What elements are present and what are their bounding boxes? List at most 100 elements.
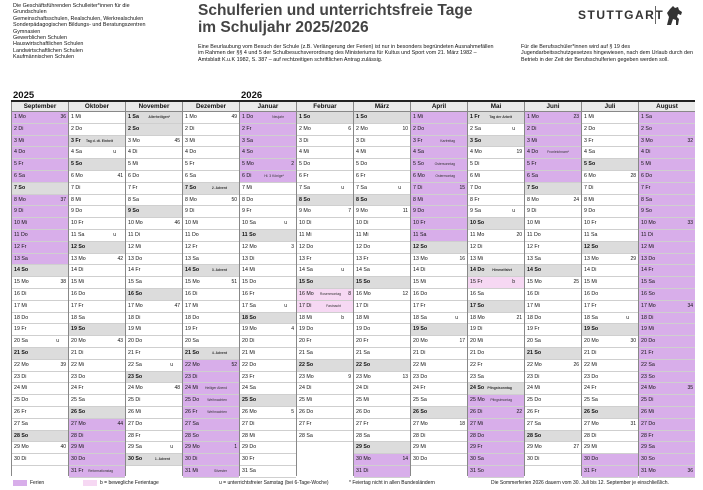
day-label: 26 Mo: [242, 408, 257, 415]
day-label: 13 Do: [128, 255, 143, 262]
day-cell: 17 Mo 34: [639, 300, 695, 313]
day-cell: 10 So: [468, 218, 524, 230]
week-number: 14: [402, 456, 408, 463]
day-label: 10 Fr: [71, 220, 84, 227]
day-cell: 28 So: [183, 430, 239, 443]
day-label: 26 So: [71, 408, 86, 415]
day-label: 6 Mi: [470, 172, 481, 179]
week-number: 16: [459, 255, 465, 262]
day-label: 18 Mo: [470, 314, 485, 321]
day-cell: 25 So: [240, 395, 296, 407]
day-cell: 20 Di: [240, 336, 296, 348]
day-cell: 12 Mi: [126, 242, 182, 254]
month-name: Dezember: [183, 102, 239, 112]
day-cell: 29 Mo 1: [183, 442, 239, 455]
logo-divider: [655, 6, 656, 24]
day-cell: 26 Do: [354, 407, 410, 419]
day-label: 22 Mo: [14, 361, 29, 368]
day-cell: 2 So: [639, 123, 695, 136]
day-cell: 7 Mi: [240, 183, 296, 195]
day-label: 24 Fr: [584, 385, 597, 392]
day-cell: 12 So: [69, 241, 125, 254]
day-label: 24 Sa: [242, 385, 256, 392]
day-cell: 6 Fr: [297, 171, 353, 183]
day-cell: 29 So: [354, 442, 410, 455]
day-cell: 30 Do: [582, 454, 638, 466]
day-cell: 24 Fr: [411, 383, 467, 396]
week-number: 9: [348, 373, 351, 380]
day-marker: u: [113, 149, 116, 156]
day-cell: 3 Mo 45: [126, 136, 182, 148]
day-label: 30 Di: [185, 456, 198, 463]
day-cell: 4 So: [240, 147, 296, 160]
week-number: 34: [687, 302, 693, 309]
week-number: 36: [60, 114, 66, 120]
school-type-item: Sonderpädagogischen Bildungs- und Beratu…: [13, 22, 146, 29]
day-cell: 26 So: [582, 406, 638, 419]
day-label: 19 So: [71, 326, 86, 333]
day-cell: 2 Mo 10: [354, 124, 410, 136]
day-label: 16 Do: [413, 290, 428, 297]
day-cell: 28 So: [525, 430, 581, 443]
day-cell: 3 Fr: [582, 136, 638, 148]
day-cell: 28 Do: [468, 430, 524, 443]
week-number: 2: [291, 161, 294, 168]
day-cell: 25 Mi: [354, 395, 410, 407]
day-cell: 3 Sa: [240, 135, 296, 148]
day-label: 22 Do: [242, 361, 257, 368]
day-cell: 10 Mo 33: [639, 218, 695, 230]
day-label: 21 Di: [584, 349, 597, 356]
day-label: 20 Do: [128, 338, 143, 345]
day-label: 8 Mi: [413, 196, 424, 203]
day-marker: u: [455, 314, 458, 321]
day-cell: 1 Sa: [639, 112, 695, 124]
day-label: 17 Mo: [641, 302, 656, 309]
week-number: 49: [231, 114, 237, 120]
day-cell: 26 Do: [297, 407, 353, 419]
day-label: 25 Sa: [584, 397, 598, 404]
day-label: 2 Do: [413, 125, 425, 132]
day-label: 23 Do: [71, 373, 86, 380]
day-label: 25 Mi: [299, 397, 312, 404]
day-cell: 7 Di: [582, 183, 638, 195]
day-cell: 24 Mi: [525, 383, 581, 396]
day-label: 23 Mo: [356, 373, 371, 380]
day-cell: 16 Do: [411, 289, 467, 301]
day-cell: 16 So: [126, 288, 182, 301]
day-label: 23 So: [641, 373, 655, 380]
day-label: 6 Do: [641, 172, 653, 179]
day-cell: 28 Di: [582, 431, 638, 443]
day-cell: 17 Mi: [183, 301, 239, 313]
day-label: 12 Fr: [14, 243, 27, 250]
day-label: 16 So: [641, 290, 655, 297]
day-label: 22 So: [299, 361, 314, 368]
day-label: 12 Fr: [527, 243, 540, 250]
day-cell: 21 Di: [69, 348, 125, 360]
day-cell: 4 Mo 19: [468, 147, 524, 160]
day-cell: 13 Di: [240, 254, 296, 266]
day-cell: 9 Do: [411, 206, 467, 219]
day-cell: 2 Do: [582, 124, 638, 136]
day-label: 1 Mi: [413, 114, 424, 120]
day-cell: 12 Di: [468, 242, 524, 254]
day-cell: 4 Mi: [297, 147, 353, 160]
day-label: 10 Di: [299, 220, 312, 227]
day-cell: 25 Do: [12, 395, 68, 407]
day-label: 4 Sa: [413, 149, 424, 156]
day-cell: 3 Mi: [12, 135, 68, 148]
day-label: 3 Sa: [242, 137, 253, 144]
day-label: 19 Do: [299, 326, 314, 333]
day-cell: 6 Mo 41: [69, 171, 125, 183]
day-label: 21 Sa: [299, 349, 313, 356]
day-label: 18 Di: [128, 314, 141, 321]
day-label: 24 Mo: [128, 385, 143, 392]
day-label: 29 Mi: [413, 444, 426, 451]
day-label: 25 Do: [185, 397, 200, 404]
day-label: 4 So: [242, 149, 253, 156]
day-cell: 13 Mo 16: [411, 254, 467, 266]
day-label: 27 Mo: [71, 420, 86, 427]
day-cell: 8 Do: [240, 195, 296, 207]
month-name: Juni: [525, 102, 581, 112]
day-cell: 10 Fr: [411, 218, 467, 230]
day-label: 22 Fr: [470, 361, 483, 368]
